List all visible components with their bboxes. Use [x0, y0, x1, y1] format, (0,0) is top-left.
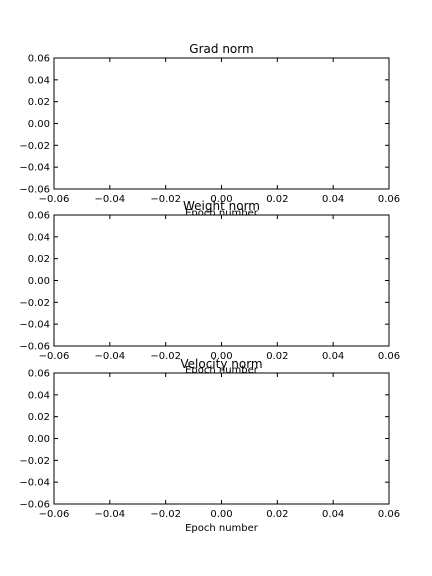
x-tick-label: −0.04 — [95, 509, 126, 520]
x-tick-label: 0.02 — [266, 351, 288, 362]
y-tick-label: −0.02 — [19, 456, 50, 467]
x-tick-label: 0.00 — [210, 194, 232, 205]
x-tick-label: −0.06 — [39, 509, 70, 520]
x-tick-label: 0.00 — [210, 509, 232, 520]
x-axis-label: Epoch number — [185, 208, 259, 219]
y-tick-label: −0.06 — [19, 342, 50, 353]
y-tick-label: 0.02 — [28, 412, 50, 423]
y-tick-label: −0.06 — [19, 185, 50, 196]
x-tick-label: 0.04 — [322, 351, 344, 362]
chart-title: Velocity norm — [180, 357, 262, 371]
y-tick-label: 0.00 — [28, 276, 50, 287]
x-tick-label: 0.06 — [378, 351, 400, 362]
x-tick-label: 0.02 — [266, 509, 288, 520]
y-tick-label: 0.06 — [28, 369, 50, 380]
subplot-1: −0.06 −0.04 −0.02 0.00 0.02 0.04 0.06 0.06 0.04 0… — [19, 42, 400, 219]
y-tick-label: 0.02 — [28, 97, 50, 108]
x-tick-label: −0.06 — [39, 351, 70, 362]
y-tick-label: −0.04 — [19, 320, 50, 331]
subplot-3: −0.06 −0.04 −0.02 0.00 0.02 0.04 0.06 0.06 0.04 0… — [19, 357, 400, 534]
y-tick-label: 0.04 — [28, 75, 50, 86]
y-tick-label: 0.06 — [28, 211, 50, 222]
x-tick-label: −0.02 — [150, 509, 181, 520]
y-tick-label: −0.06 — [19, 500, 50, 511]
x-axis-label: Epoch number — [185, 523, 259, 534]
axes-frame — [53, 372, 390, 505]
axes-frame — [53, 214, 390, 347]
y-tick-label: 0.02 — [28, 254, 50, 265]
y-tick-label: −0.02 — [19, 298, 50, 309]
x-tick-label: 0.06 — [378, 509, 400, 520]
y-tick-label: −0.02 — [19, 141, 50, 152]
subplot-2: −0.06 −0.04 −0.02 0.00 0.02 0.04 0.06 0.06 0.04 0… — [19, 199, 400, 376]
x-tick-label: −0.04 — [95, 351, 126, 362]
x-tick-label: 0.00 — [210, 351, 232, 362]
y-tick-label: −0.04 — [19, 478, 50, 489]
chart-title: Weight norm — [183, 199, 260, 213]
x-tick-label: −0.04 — [95, 194, 126, 205]
x-tick-label: −0.02 — [150, 194, 181, 205]
y-tick-label: 0.04 — [28, 232, 50, 243]
x-tick-label: 0.02 — [266, 194, 288, 205]
x-axis-label: Epoch number — [185, 365, 259, 376]
y-tick-label: 0.00 — [28, 119, 50, 130]
y-tick-label: 0.06 — [28, 54, 50, 65]
x-tick-label: 0.04 — [322, 194, 344, 205]
x-tick-label: −0.06 — [39, 194, 70, 205]
axes-frame — [53, 57, 390, 190]
y-tick-label: 0.00 — [28, 434, 50, 445]
x-tick-label: −0.02 — [150, 351, 181, 362]
y-tick-label: −0.04 — [19, 163, 50, 174]
chart-title: Grad norm — [189, 42, 253, 56]
x-tick-label: 0.06 — [378, 194, 400, 205]
y-tick-label: 0.04 — [28, 390, 50, 401]
x-tick-label: 0.04 — [322, 509, 344, 520]
